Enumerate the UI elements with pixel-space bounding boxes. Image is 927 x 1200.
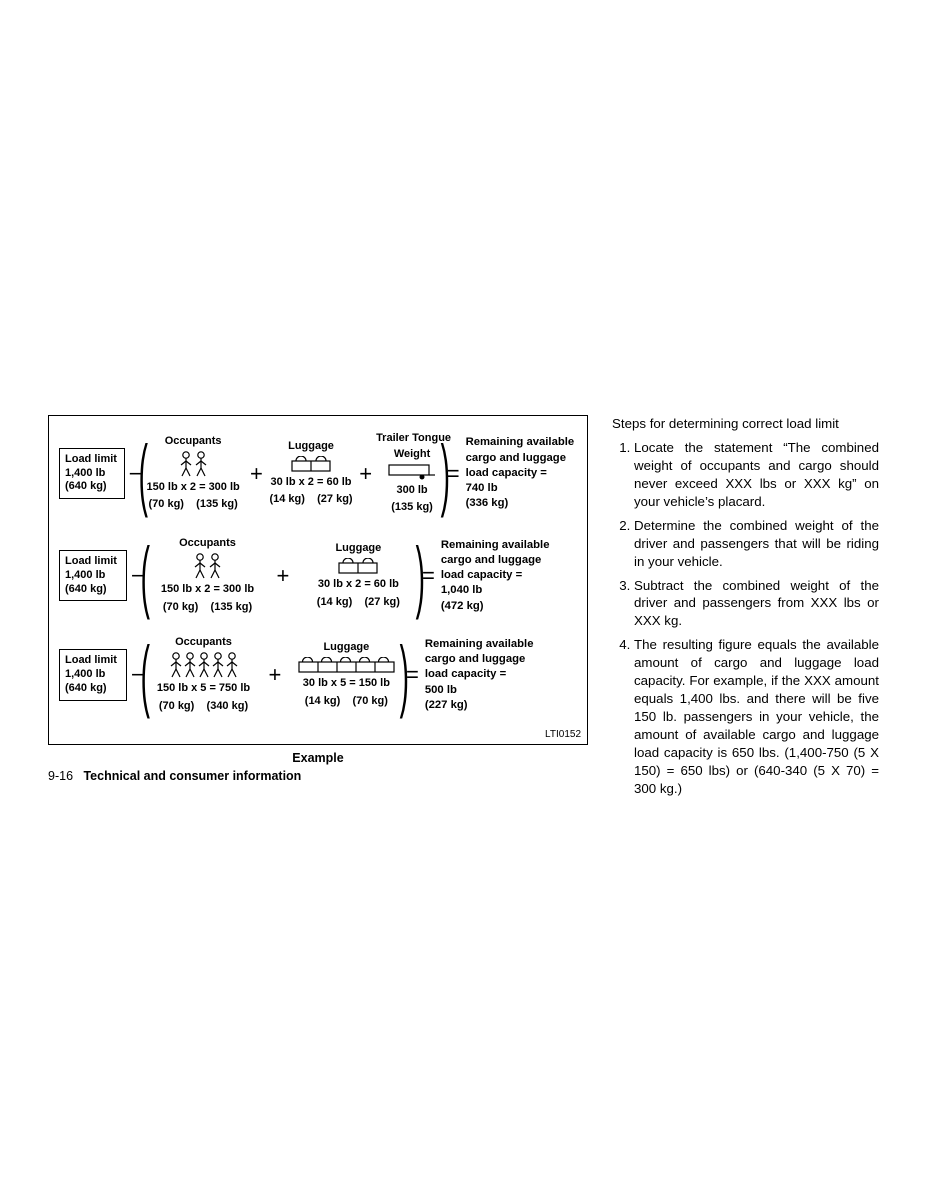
paren-open: ( (141, 542, 150, 610)
figure-reference: LTI0152 (545, 729, 581, 740)
load-limit-l2: 1,400 lb (65, 467, 119, 481)
result-l2: cargo and luggage (466, 451, 577, 466)
paren-close: ) (416, 542, 425, 610)
luggage-icons (293, 558, 423, 574)
load-capacity-diagram: Load limit 1,400 lb (640 kg) − ( Occupan… (48, 415, 588, 745)
paren-open: ( (138, 440, 147, 508)
trailer-icon (388, 464, 436, 480)
result-l4: 740 lb (466, 481, 577, 496)
load-limit-l3: (640 kg) (65, 480, 119, 494)
trailer-calc2: (135 kg) (376, 501, 448, 515)
trailer-col: Trailer Tongue Weight 300 lb (135 kg) (376, 432, 448, 515)
diagram-row: Load limit 1,400 lb (640 kg) − ( Occupan… (59, 636, 577, 713)
occupants-col: Occupants 150 lb x 2 = 300 lb (70 kg) (1… (140, 435, 246, 512)
step-item: Determine the combined weight of the dri… (634, 517, 879, 571)
paren-close: ) (400, 641, 409, 709)
step-item: Locate the statement “The combined weigh… (634, 439, 879, 511)
luggage-col: Luggage 30 lb x 2 = 60 lb (14 kg) (27 kg… (293, 542, 423, 609)
result-l3: load capacity = (466, 466, 577, 481)
trailer-label1: Trailer Tongue (376, 432, 448, 446)
person-icon (179, 451, 193, 477)
paren-close: ) (441, 440, 450, 508)
load-limit-box: Load limit 1,400 lb (640 kg) (59, 649, 127, 700)
luggage-label: Luggage (267, 440, 355, 454)
occupants-label: Occupants (140, 435, 246, 449)
person-icon (211, 652, 224, 678)
trailer-calc1: 300 lb (376, 484, 448, 498)
person-icon (194, 451, 208, 477)
step-item: Subtract the combined weight of the driv… (634, 577, 879, 631)
person-icon (183, 652, 196, 678)
person-icon (193, 553, 207, 579)
occupants-icons (143, 652, 265, 678)
instructions-heading: Steps for determining correct load limit (612, 415, 879, 433)
result-col: Remaining available cargo and luggage lo… (466, 435, 577, 511)
page-number: 9-16 (48, 769, 73, 783)
trailer-label2: Weight (376, 448, 448, 462)
plus-op: + (277, 565, 290, 587)
occupants-icons (140, 451, 246, 477)
diagram-row: Load limit 1,400 lb (640 kg) − ( Occupan… (59, 537, 577, 614)
result-col: Remaining available cargo and luggage lo… (441, 538, 557, 614)
person-icon (169, 652, 182, 678)
result-l5: (336 kg) (466, 496, 577, 511)
diagram-caption: Example (48, 751, 588, 765)
luggage-col: Luggage 30 lb x 5 = 150 lb (14 kg) (70 k… (285, 641, 407, 708)
paren-open: ( (141, 641, 150, 709)
luggage-col: Luggage 30 lb x 2 = 60 lb (14 kg) (27 kg… (267, 440, 355, 507)
plus-op: + (250, 463, 263, 485)
person-icon (208, 553, 222, 579)
result-l1: Remaining available (466, 435, 577, 450)
occupants-col: Occupants 150 lb x 2 = 300 lb (70 kg) (1… (143, 537, 273, 614)
load-limit-l1: Load limit (65, 453, 119, 467)
plus-op: + (359, 463, 372, 485)
occupants-col: Occupants 150 lb x 5 = 750 lb (70 kg) (3… (143, 636, 265, 713)
page-footer: 9-16 Technical and consumer information (48, 769, 588, 783)
luggage-icon (298, 657, 395, 673)
luggage-icons (285, 657, 407, 673)
occupants-calc2: (70 kg) (135 kg) (140, 498, 246, 512)
load-limit-box: Load limit 1,400 lb (640 kg) (59, 448, 125, 499)
instructions-column: Steps for determining correct load limit… (612, 415, 879, 804)
plus-op: + (269, 664, 282, 686)
occupants-icons (143, 553, 273, 579)
person-icon (197, 652, 210, 678)
luggage-calc2: (14 kg) (27 kg) (267, 493, 355, 507)
steps-list: Locate the statement “The combined weigh… (612, 439, 879, 798)
luggage-icons (267, 456, 355, 472)
step-item: The resulting figure equals the availabl… (634, 636, 879, 797)
person-icon (225, 652, 238, 678)
section-title: Technical and consumer information (83, 769, 301, 783)
load-limit-box: Load limit 1,400 lb (640 kg) (59, 550, 127, 601)
luggage-calc1: 30 lb x 2 = 60 lb (267, 476, 355, 490)
trailer-icon-row (376, 464, 448, 480)
luggage-icon (291, 456, 331, 472)
luggage-icon (338, 558, 378, 574)
occupants-calc1: 150 lb x 2 = 300 lb (140, 481, 246, 495)
diagram-row: Load limit 1,400 lb (640 kg) − ( Occupan… (59, 432, 577, 515)
result-col: Remaining available cargo and luggage lo… (425, 637, 541, 713)
